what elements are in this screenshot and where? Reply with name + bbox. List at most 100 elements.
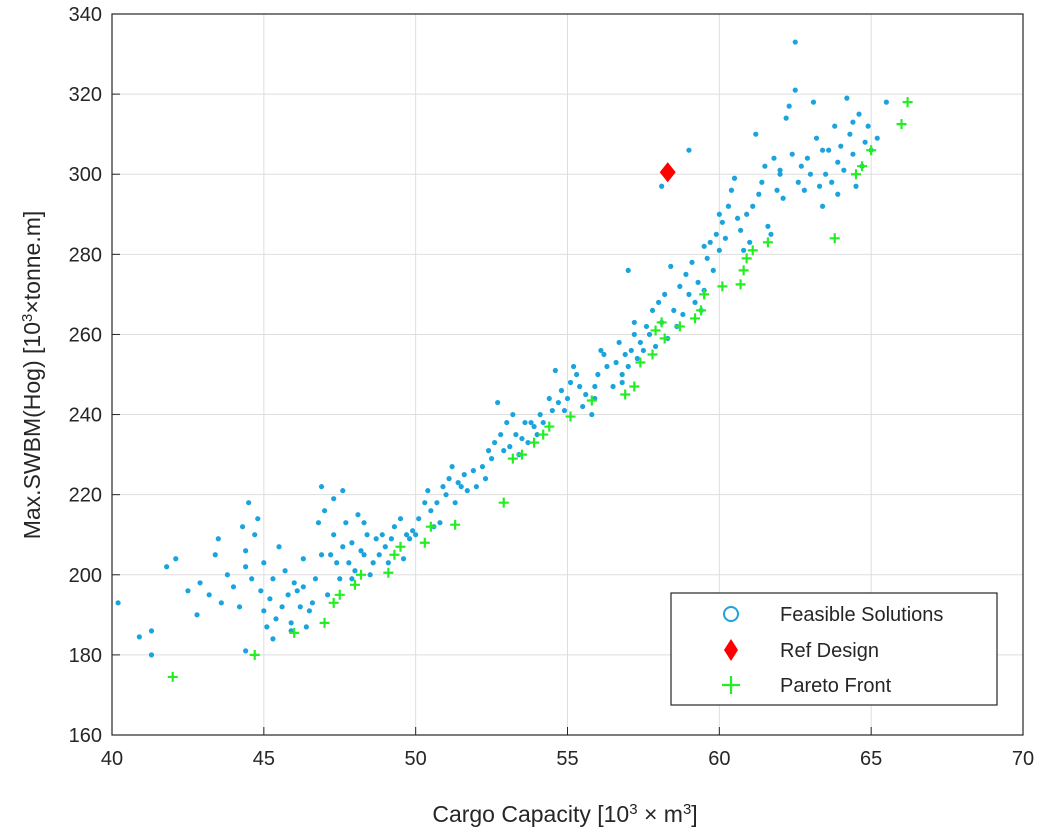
feasible-solution-point [230,584,237,590]
feasible-solution-point [835,191,841,197]
feasible-solution-point [136,634,142,640]
feasible-solution-point [540,419,546,426]
feasible-solution-point [768,231,774,237]
y-axis-label: Max.SWBM(Hog) [103×tonne.m] [19,211,46,540]
legend-ref-label: Ref Design [780,640,879,662]
pareto-front-point [762,237,773,248]
feasible-solution-point [452,500,458,506]
feasible-solution-point [634,355,640,362]
feasible-solution-point [637,339,643,346]
feasible-solution-point [829,179,835,185]
feasible-solution-point [777,167,783,173]
tick-labels: 40 45 50 55 60 65 70 160 180 200 220 240 260 280 300 32… [69,4,1035,770]
pareto-front-point [738,265,749,276]
pareto-front-point [249,649,260,660]
x-axis-label-mid: × m [638,801,683,827]
feasible-solution-point [246,500,252,506]
pareto-front-point [319,617,330,628]
pareto-front-point [690,313,701,324]
feasible-solution-point [525,439,531,446]
feasible-solution-point [625,363,631,370]
feasible-solution-point [264,624,270,630]
feasible-solution-point [580,403,586,410]
pareto-front-point [829,233,840,244]
feasible-solution-point [850,151,856,157]
feasible-solution-point [850,119,856,125]
feasible-solution-point [595,371,601,378]
ref-design-point [659,162,676,183]
feasible-solution-point [300,556,306,562]
feasible-solution-point [343,520,349,526]
feasible-solution-point [282,568,288,574]
feasible-solution-point [464,488,470,494]
feasible-solution-point [546,395,552,402]
feasible-solution-point [306,608,312,614]
feasible-solution-point [367,572,373,578]
feasible-solution-point [619,371,625,378]
pareto-front-point [425,521,436,532]
pareto-front-point [544,421,555,432]
feasible-solution-point [236,604,243,610]
feasible-solution-point [549,407,555,414]
feasible-solution-point [482,476,489,482]
feasible-solution-point [613,359,619,366]
feasible-solution-point [364,532,370,538]
feasible-solution-point [783,115,789,121]
feasible-solution-point [379,532,385,538]
feasible-solution-point [382,544,388,550]
x-axis-label-suffix: ] [691,801,697,827]
pareto-front-point [857,161,868,172]
legend-feasible-marker [723,606,739,622]
pareto-front-point [620,389,631,400]
feasible-solution-point [792,87,798,93]
pareto-front-point [741,253,752,264]
feasible-solution-point [391,524,398,530]
feasible-solution-point [686,147,692,153]
pareto-front-point [419,537,430,548]
feasible-solution-point [883,99,889,105]
x-tick-label: 45 [253,748,275,770]
feasible-solution-point [625,267,631,273]
feasible-solution-point [370,560,376,566]
feasible-solution-point [358,548,364,554]
pareto-front-point [334,589,345,600]
feasible-solution-point [765,223,771,229]
feasible-solution-point [388,536,394,542]
feasible-solution-point [164,564,170,570]
feasible-solution-point [501,448,507,454]
x-axis-label-sup1: 3 [629,801,637,818]
feasible-solution-point [838,143,844,149]
y-tick-label: 160 [69,725,102,747]
feasible-solution-point [777,171,783,177]
pareto-front-point [356,569,367,580]
x-axis-label-sup2: 3 [683,801,691,818]
feasible-solution-point [704,255,710,261]
feasible-solution-point [844,95,850,101]
feasible-solution-point [492,439,498,446]
feasible-solution-point [741,247,747,253]
feasible-solution-point [422,500,428,506]
feasible-solution-point [737,227,744,233]
feasible-solution-point [355,512,361,518]
pareto-front-point [902,97,913,108]
feasible-solution-point [197,580,203,586]
feasible-solution-point [534,431,540,438]
feasible-solution-point [668,263,674,269]
feasible-solution-point [185,588,191,594]
feasible-solution-point [847,131,853,137]
y-tick-label: 200 [69,565,102,587]
feasible-solution-point [856,111,862,117]
feasible-solution-point [285,592,291,598]
feasible-solution-point [592,383,598,390]
feasible-solution-point [349,540,355,546]
feasible-solution-point [212,552,218,558]
pareto-front-point [647,349,658,360]
feasible-solution-point [728,187,735,193]
feasible-solution-point [683,271,689,277]
feasible-solution-point [218,600,224,606]
feasible-solution-point [756,191,762,197]
x-tick-label: 40 [101,748,123,770]
feasible-solution-point [258,588,264,594]
feasible-solution-point [537,411,543,418]
feasible-solution-point [804,155,810,161]
